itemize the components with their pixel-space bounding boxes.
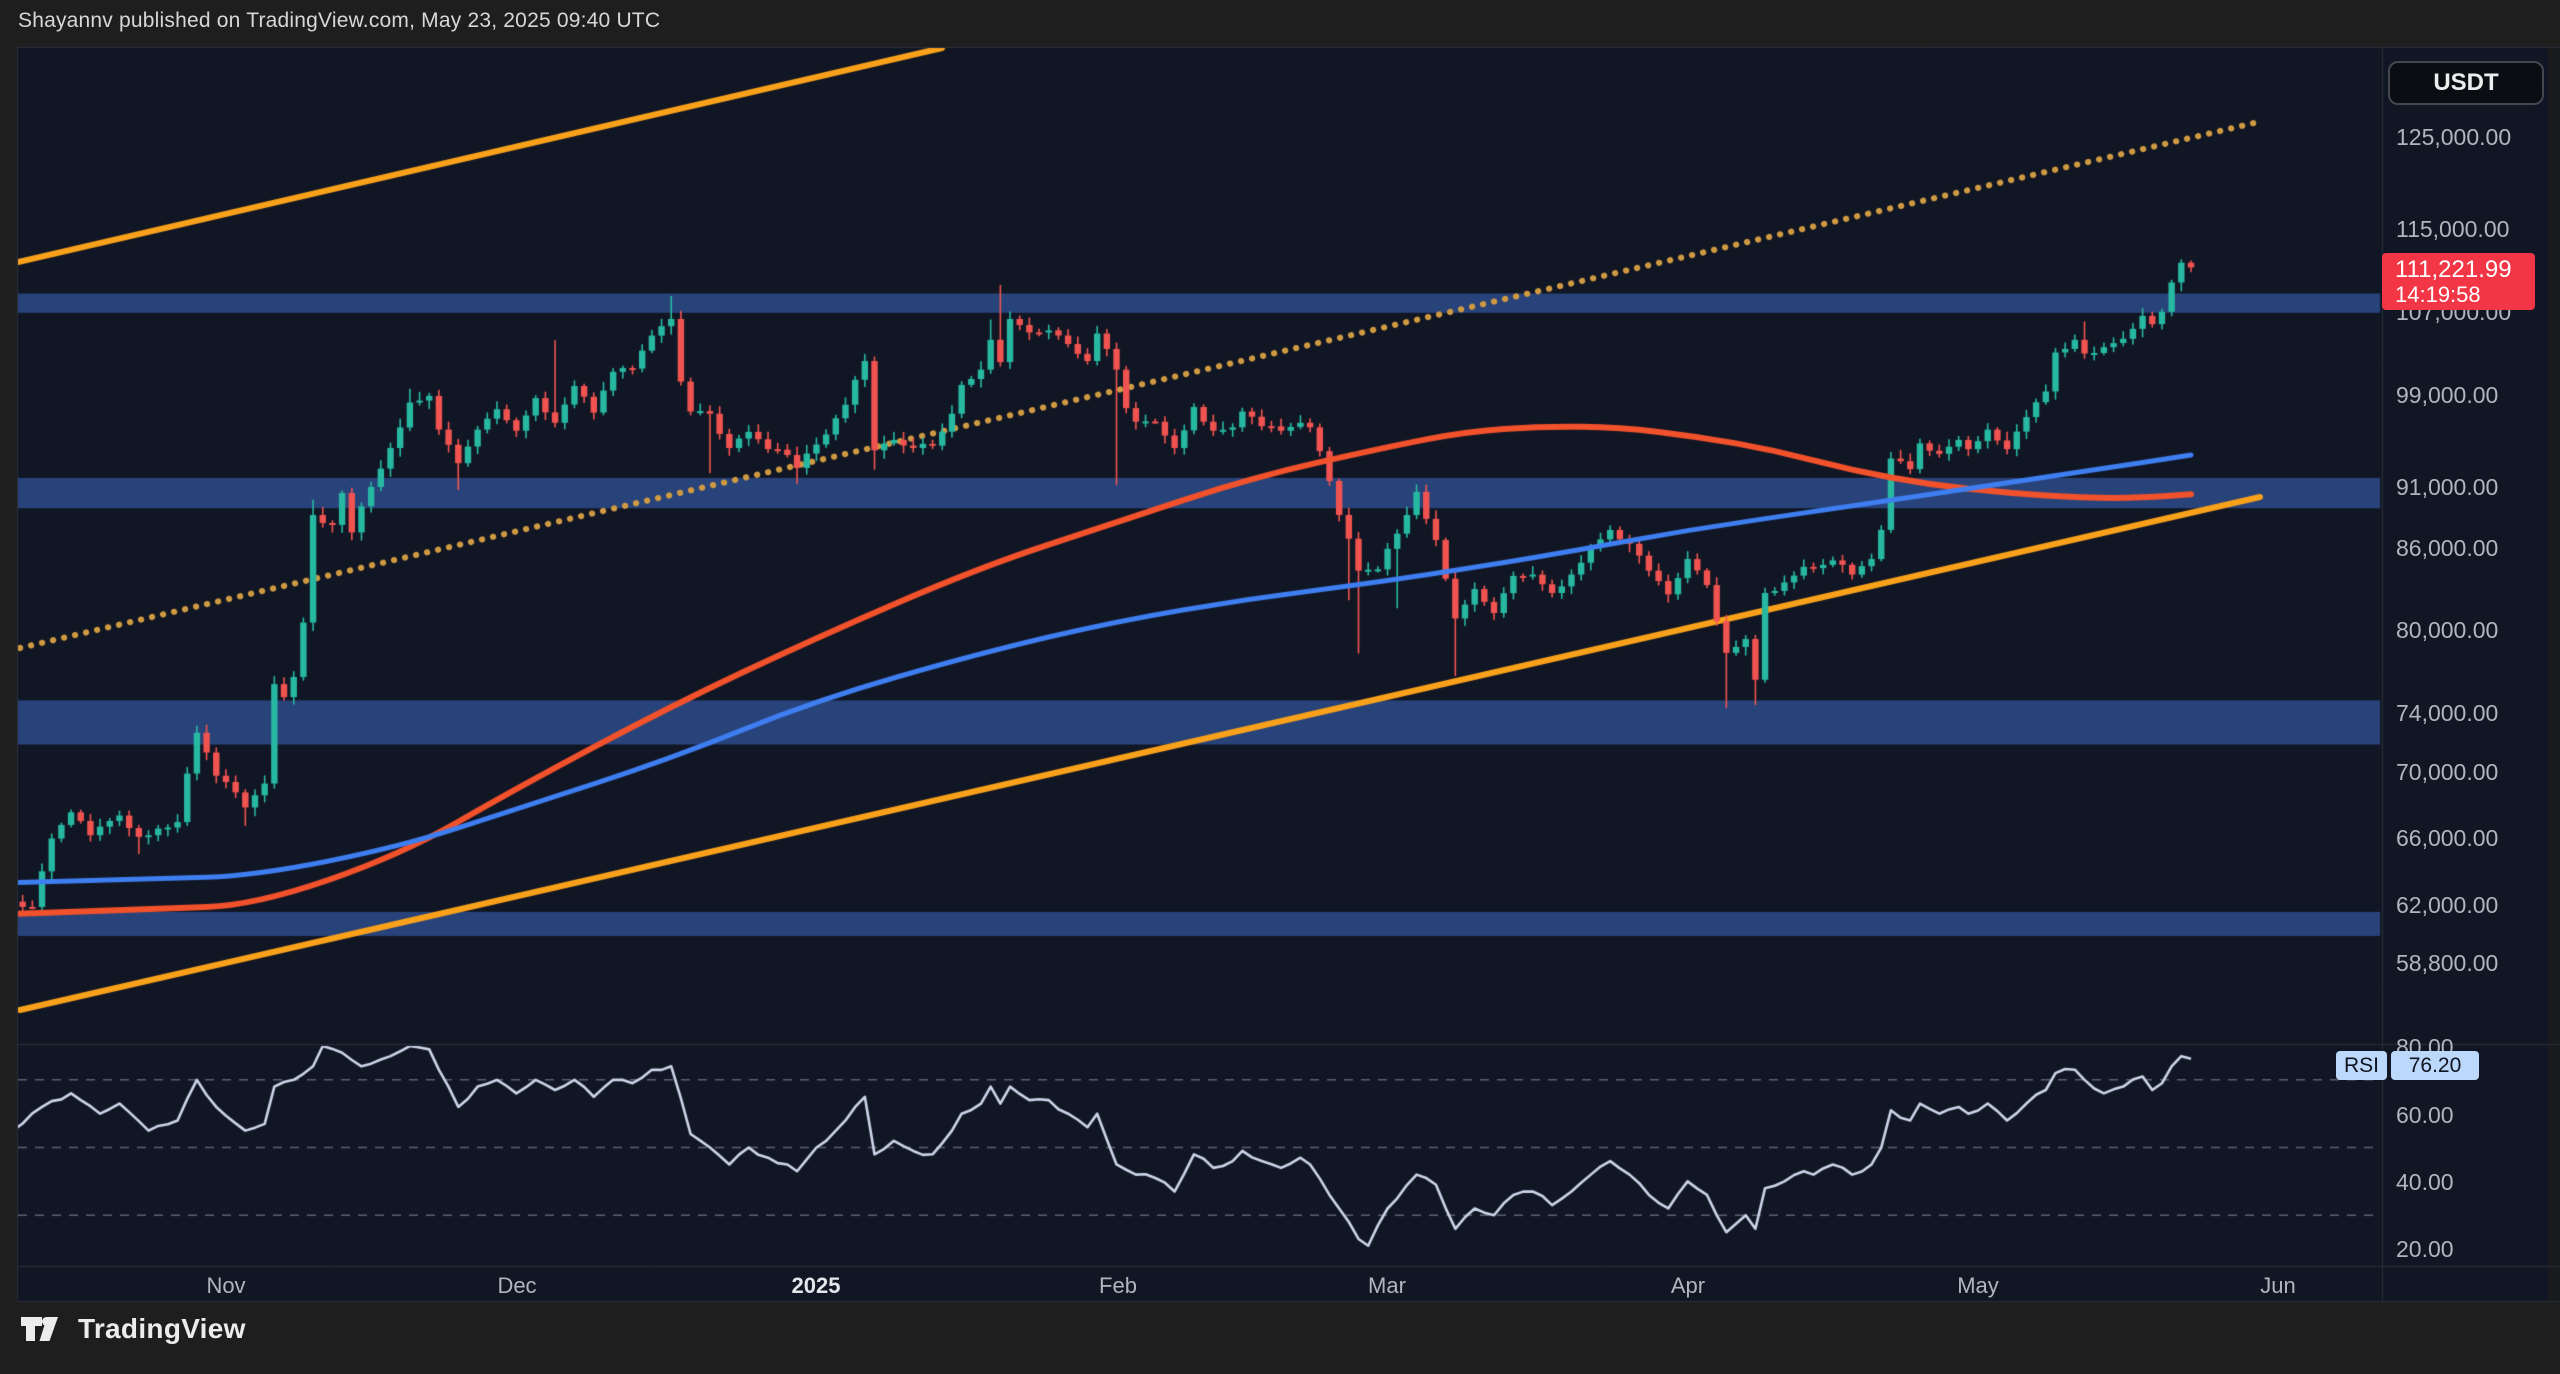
rsi-indicator-badge: RSI 76.20 <box>2336 1051 2480 1080</box>
time-tick-label: Feb <box>1099 1273 1137 1298</box>
time-tick-label: Mar <box>1368 1273 1406 1298</box>
price-tick-label: 99,000.00 <box>2396 382 2499 408</box>
price-tick-label: 91,000.00 <box>2396 474 2499 500</box>
price-tick-label: 74,000.00 <box>2396 700 2499 726</box>
rsi-tick-label: 20.00 <box>2396 1236 2454 1262</box>
price-tick-label: 66,000.00 <box>2396 825 2499 851</box>
time-tick-label: Apr <box>1670 1273 1706 1298</box>
price-tick-label: 86,000.00 <box>2396 535 2499 561</box>
brand-name: TradingView <box>78 1313 246 1344</box>
footer-branding[interactable]: TradingView <box>20 1313 246 1345</box>
price-tick-label: 115,000.00 <box>2396 216 2510 242</box>
time-tick-label: May <box>1957 1273 1999 1298</box>
time-tick-label: Dec <box>497 1273 537 1298</box>
rsi-badge-label: RSI <box>2336 1051 2388 1080</box>
price-tick-label: 58,800.00 <box>2396 950 2499 976</box>
time-tick-label: Nov <box>206 1273 246 1298</box>
tradingview-logo-icon <box>21 1317 58 1341</box>
price-tick-label: 62,000.00 <box>2396 892 2499 918</box>
time-tick-label: 2025 <box>791 1273 841 1298</box>
attribution-text: Shayannv published on TradingView.com, M… <box>18 9 661 32</box>
last-price-badge: 111,221.99 14:19:58 <box>2382 253 2535 310</box>
price-tick-label: 80,000.00 <box>2396 617 2499 643</box>
currency-toggle-button[interactable]: USDT <box>2388 61 2544 105</box>
bar-countdown: 14:19:58 <box>2395 282 2481 307</box>
rsi-tick-label: 60.00 <box>2396 1102 2454 1128</box>
time-tick-label: Jun <box>2260 1273 2296 1298</box>
rsi-badge-value: 76.20 <box>2391 1051 2480 1080</box>
rsi-tick-label: 40.00 <box>2396 1169 2454 1195</box>
price-tick-label: 70,000.00 <box>2396 759 2499 785</box>
currency-toggle-label: USDT <box>2433 69 2499 96</box>
price-tick-label: 125,000.00 <box>2396 124 2512 150</box>
last-price-value: 111,221.99 <box>2395 256 2512 283</box>
